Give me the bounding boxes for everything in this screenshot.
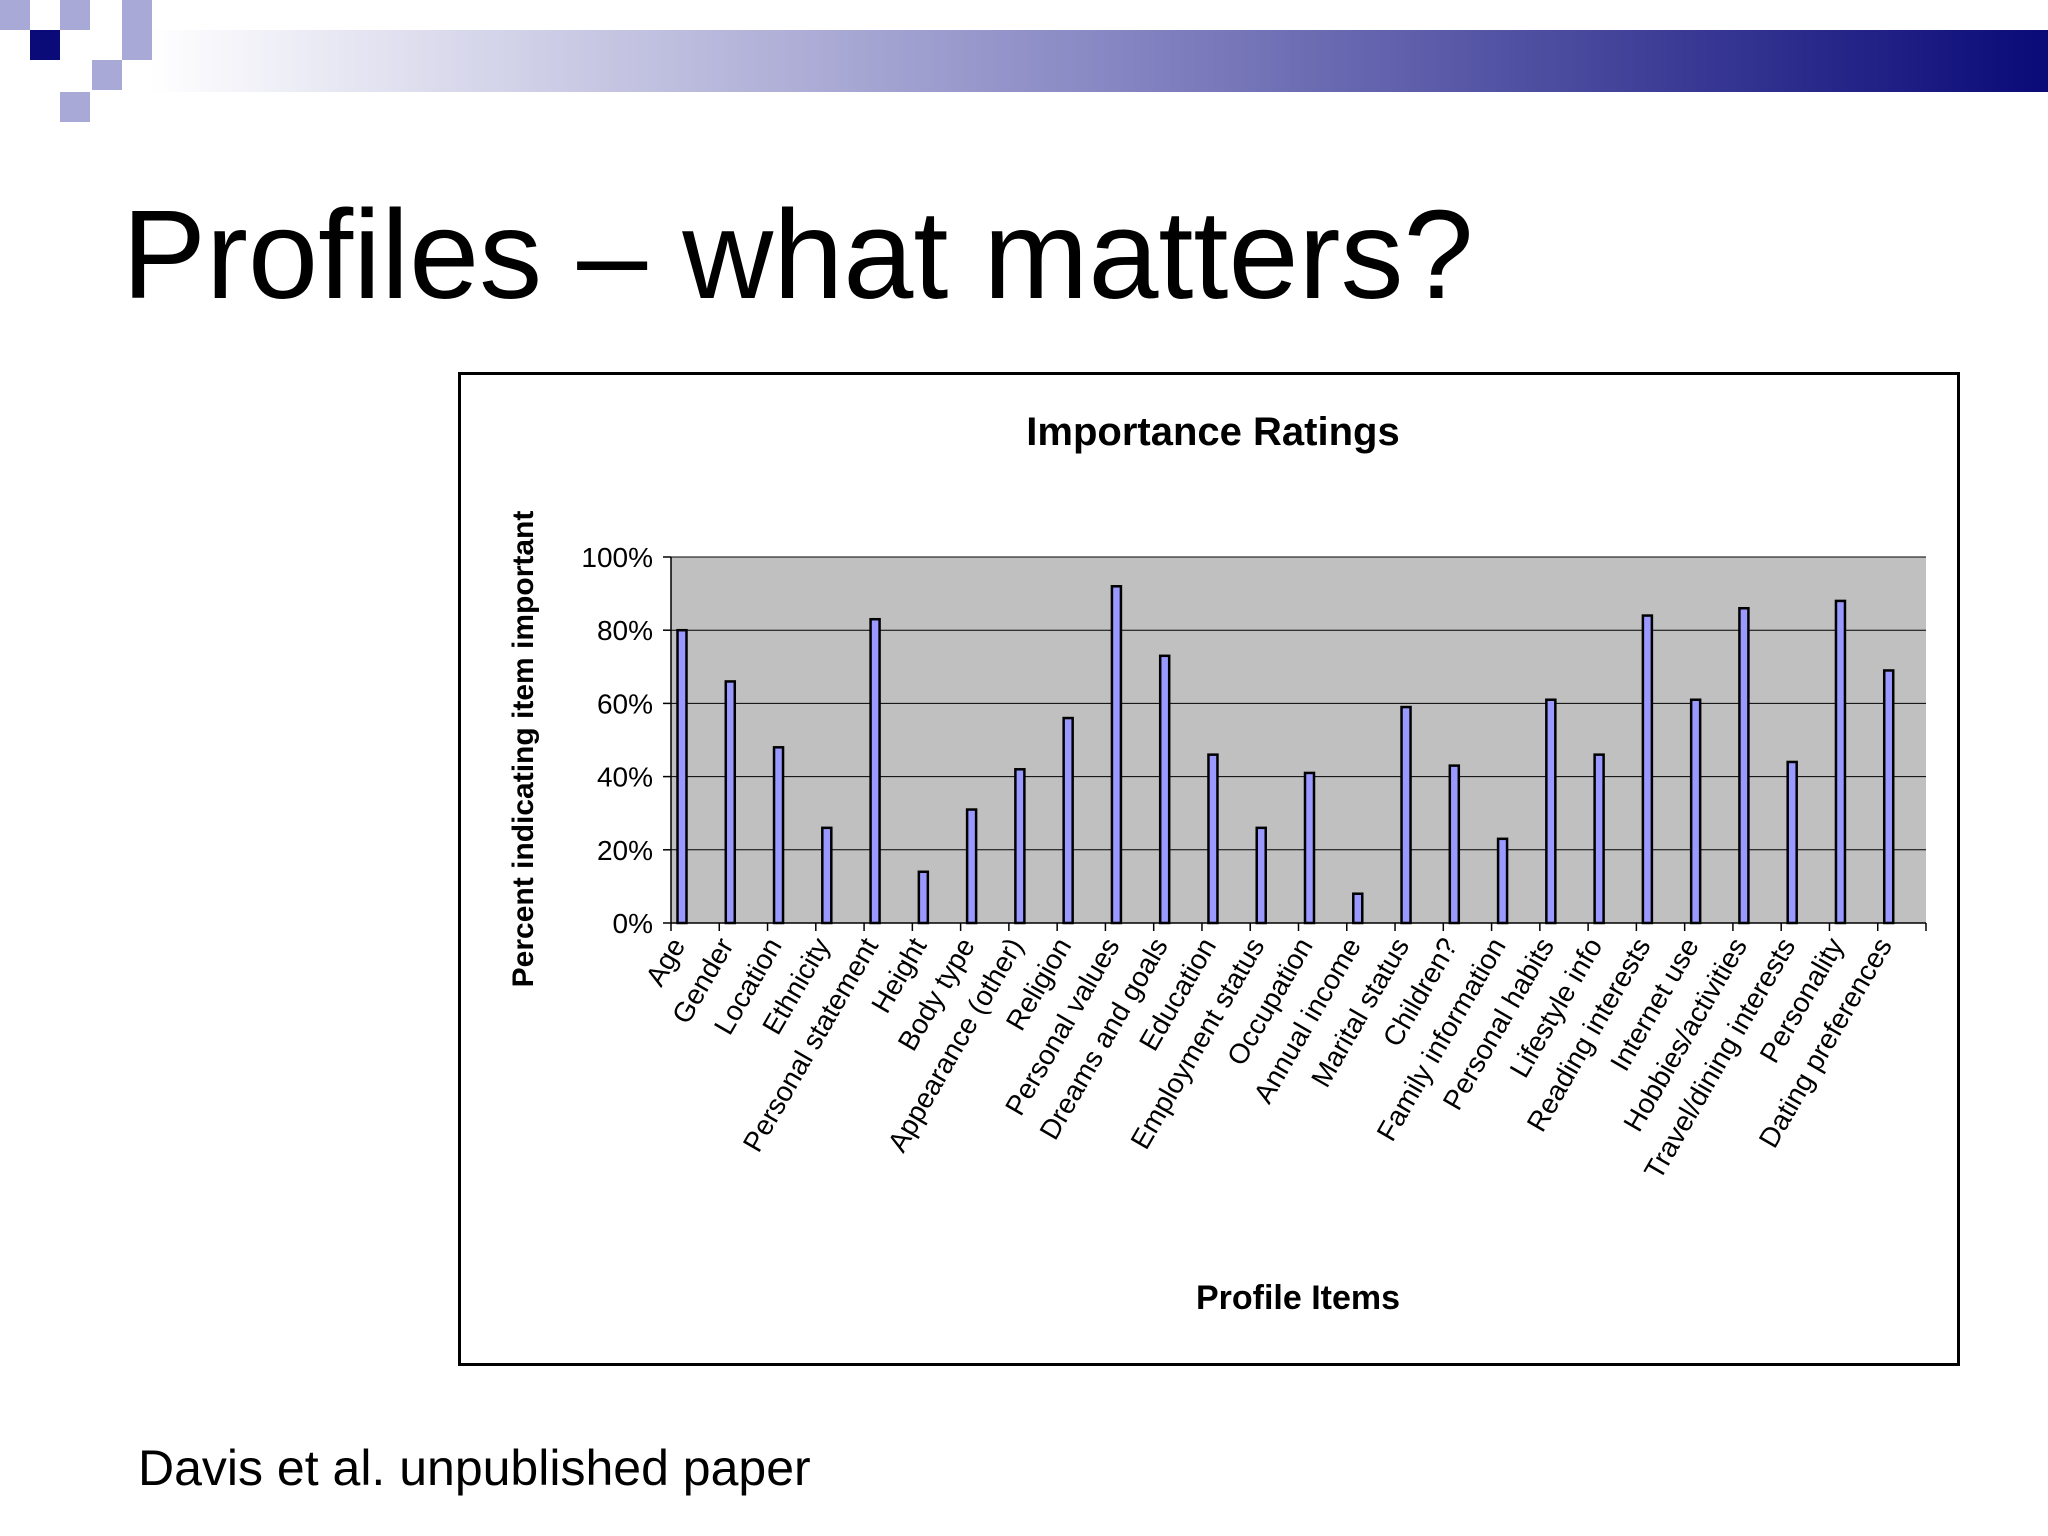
bar — [965, 808, 978, 925]
bar — [1738, 606, 1750, 925]
header-square-light — [60, 92, 90, 122]
chart-title: Importance Ratings — [1026, 410, 1399, 454]
y-tick-label: 60% — [597, 688, 653, 719]
bar — [1786, 760, 1798, 925]
header-square-light — [0, 0, 30, 30]
bar — [724, 680, 737, 925]
bar — [1207, 753, 1219, 925]
header-square-light — [92, 60, 122, 90]
plot-area — [671, 557, 1926, 923]
header-gradient-bar — [150, 30, 2048, 92]
bar — [1014, 768, 1026, 925]
bar — [1255, 826, 1267, 925]
bar — [1303, 771, 1316, 925]
y-tick-label: 40% — [597, 762, 653, 793]
y-tick-label: 0% — [613, 908, 653, 939]
bar — [821, 826, 833, 925]
source-citation: Davis et al. unpublished paper — [138, 1440, 811, 1496]
bar — [676, 628, 688, 925]
bar — [1448, 764, 1461, 925]
header-decoration — [0, 0, 2048, 122]
bar — [772, 746, 785, 925]
header-square-light — [122, 0, 152, 30]
header-square-dark — [30, 30, 60, 60]
y-tick-label: 20% — [597, 835, 653, 866]
bar — [1834, 599, 1847, 925]
y-tick-label: 80% — [597, 615, 653, 646]
bar — [1352, 892, 1364, 925]
bar — [1545, 698, 1557, 925]
bar — [1593, 753, 1605, 925]
bar — [1110, 585, 1123, 925]
header-square-light — [60, 0, 90, 30]
y-axis-label: Percent indicating item important — [507, 511, 540, 988]
x-axis-label: Profile Items — [1196, 1279, 1400, 1317]
bar — [869, 617, 881, 925]
bar — [1400, 705, 1412, 925]
bar — [1496, 837, 1509, 925]
bar — [1882, 669, 1895, 925]
bar — [1689, 698, 1702, 925]
y-tick-label: 100% — [581, 542, 653, 573]
bar — [1158, 654, 1171, 925]
importance-ratings-chart: 0%20%40%60%80%100%AgeGenderLocationEthni… — [507, 410, 1927, 1317]
bar — [917, 870, 930, 925]
bar — [1641, 614, 1654, 925]
slide-title: Profiles – what matters? — [122, 184, 1474, 325]
header-square-light — [122, 30, 152, 60]
bar — [1062, 716, 1074, 925]
chart-frame: 0% 20% 40% 60% 80% 100% Age Gender Location Ethni… — [458, 372, 1960, 1366]
